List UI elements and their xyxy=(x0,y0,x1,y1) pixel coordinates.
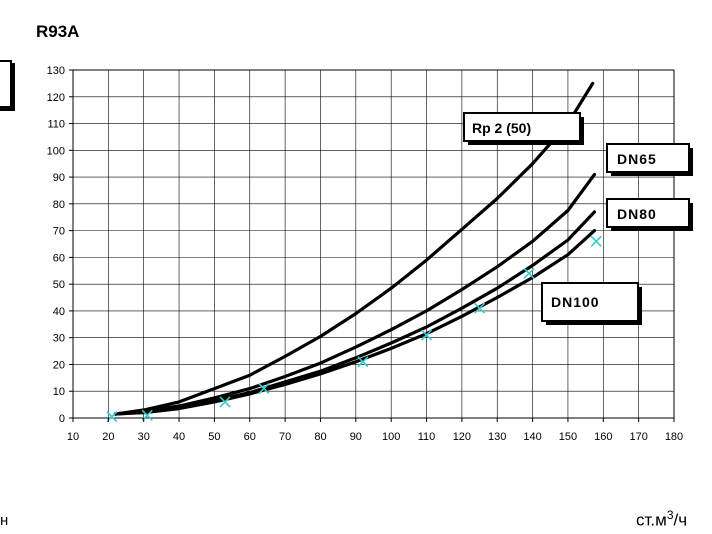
x-tick-label: 160 xyxy=(594,431,612,443)
chart-markers-layer xyxy=(106,235,602,423)
x-tick-label: 20 xyxy=(102,431,114,443)
data-point-marker xyxy=(357,356,369,368)
x-tick-label: 30 xyxy=(138,431,150,443)
series-line-0 xyxy=(113,81,595,416)
x-tick-label: 100 xyxy=(382,431,400,443)
data-point-marker xyxy=(258,382,270,395)
x-tick-label: 170 xyxy=(629,431,647,443)
legend-label-rp2-50: Rp 2 (50) xyxy=(472,120,531,136)
data-point-marker xyxy=(590,235,602,247)
x-tick-label: 150 xyxy=(559,431,577,443)
unit-prefix: ст.м xyxy=(636,510,667,530)
x-tick-label: 90 xyxy=(350,431,362,443)
x-tick-label: 80 xyxy=(314,431,326,443)
marker-stroke xyxy=(258,382,270,395)
x-axis-unit-label: ст.м3/ч xyxy=(636,508,687,531)
unit-exponent: 3 xyxy=(666,508,674,522)
y-tick-label: 10 xyxy=(53,386,65,398)
data-point-marker xyxy=(219,396,231,408)
x-tick-label: 70 xyxy=(279,431,291,443)
y-tick-label: 70 xyxy=(53,226,65,238)
y-tick-label: 80 xyxy=(53,199,65,211)
series-line-1 xyxy=(113,172,597,416)
legend-box-dn80: DN80 xyxy=(606,198,693,231)
marker-stroke xyxy=(590,235,602,247)
y-tick-label: 100 xyxy=(47,145,65,157)
x-tick-label: 140 xyxy=(523,431,541,443)
series-line-3 xyxy=(113,229,597,416)
x-tick-label: 10 xyxy=(67,431,79,443)
x-tick-label: 120 xyxy=(453,431,471,443)
x-tick-label: 180 xyxy=(665,431,683,443)
data-point-marker xyxy=(523,267,535,280)
marker-stroke xyxy=(420,329,433,341)
data-point-marker xyxy=(420,329,433,341)
x-tick-label: 50 xyxy=(208,431,220,443)
y-tick-label: 60 xyxy=(53,252,65,264)
legend-box-dn65: DN65 xyxy=(606,143,693,176)
y-tick-label: 120 xyxy=(47,92,65,104)
legend-label-dn80: DN80 xyxy=(617,206,657,222)
unit-suffix: /ч xyxy=(673,510,688,530)
y-tick-label: 40 xyxy=(53,306,65,318)
y-tick-label: 110 xyxy=(47,119,65,131)
y-tick-label: 20 xyxy=(53,359,65,371)
x-tick-label: 60 xyxy=(244,431,256,443)
x-tick-label: 130 xyxy=(488,431,506,443)
y-tick-label: 130 xyxy=(47,65,65,77)
chart-ticks-layer: 10 20 30 40 50 60 70 80 90 100 110 120 130 140 150 160 1… xyxy=(47,65,684,443)
marker-stroke xyxy=(473,302,486,314)
unit-label-fragment: н xyxy=(0,512,9,529)
legend-box-dn100: DN100 xyxy=(541,282,642,325)
legend-label-dn65: DN65 xyxy=(617,151,657,167)
page-title: R93A xyxy=(36,22,80,41)
y-tick-label: 30 xyxy=(53,333,65,345)
y-tick-label: 50 xyxy=(53,279,65,291)
legend-label-dn100: DN100 xyxy=(551,294,600,310)
y-tick-label: 90 xyxy=(53,172,65,184)
marker-stroke xyxy=(523,267,535,280)
marker-stroke xyxy=(357,356,369,368)
legend-box-rp2-50: Rp 2 (50) xyxy=(463,112,584,145)
chart-grid xyxy=(72,69,675,419)
marker-stroke xyxy=(219,396,231,408)
x-tick-label: 110 xyxy=(418,431,436,443)
chart-series-layer xyxy=(113,81,597,416)
cropped-label-box xyxy=(0,60,12,108)
y-tick-label: 0 xyxy=(59,413,65,425)
x-tick-label: 40 xyxy=(173,431,185,443)
data-point-marker xyxy=(473,302,486,314)
